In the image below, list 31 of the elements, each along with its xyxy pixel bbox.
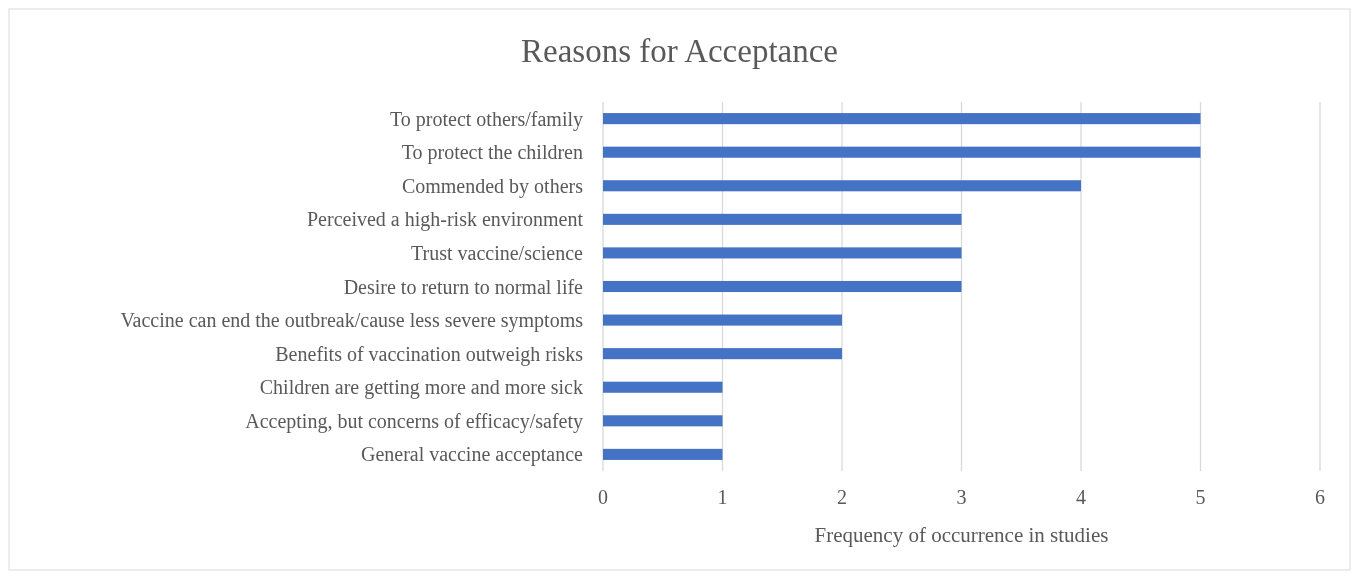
x-tick-label: 6: [1315, 486, 1325, 508]
bar: [603, 415, 723, 427]
x-tick-label: 1: [717, 486, 728, 508]
y-tick-label: Trust vaccine/science: [411, 241, 584, 264]
y-tick-label: Accepting, but concerns of efficacy/safety: [245, 409, 583, 433]
x-tick-label: 3: [956, 486, 967, 508]
y-tick-label: Benefits of vaccination outweigh risks: [275, 342, 584, 366]
bar: [603, 381, 723, 393]
bar: [603, 180, 1081, 192]
x-axis-title: Frequency of occurrence in studies: [814, 523, 1109, 547]
chart-title: Reasons for Acceptance: [520, 33, 839, 69]
x-tick-label: 5: [1195, 486, 1206, 508]
x-tick-label: 0: [598, 486, 608, 508]
bar: [603, 280, 962, 293]
bar: [603, 247, 962, 259]
bar: [603, 113, 1201, 125]
y-tick-label: To protect others/family: [390, 107, 583, 131]
bar: [603, 146, 1201, 158]
bar: [603, 314, 842, 326]
bar: [603, 213, 962, 225]
bar: [603, 448, 723, 460]
x-tick-label: 4: [1076, 486, 1086, 508]
y-tick-label: Commended by others: [401, 174, 584, 198]
x-tick-label: 2: [837, 486, 847, 508]
y-tick-label: General vaccine acceptance: [360, 443, 584, 467]
y-tick-label: To protect the children: [401, 141, 583, 165]
y-tick-label: Perceived a high-risk environment: [306, 208, 584, 232]
y-tick-label: Vaccine can end the outbreak/cause less severe symptoms: [120, 309, 584, 333]
bar: [603, 348, 842, 360]
y-tick-label: Children are getting more and more sick: [259, 376, 583, 400]
y-tick-label: Desire to return to normal life: [343, 275, 584, 298]
